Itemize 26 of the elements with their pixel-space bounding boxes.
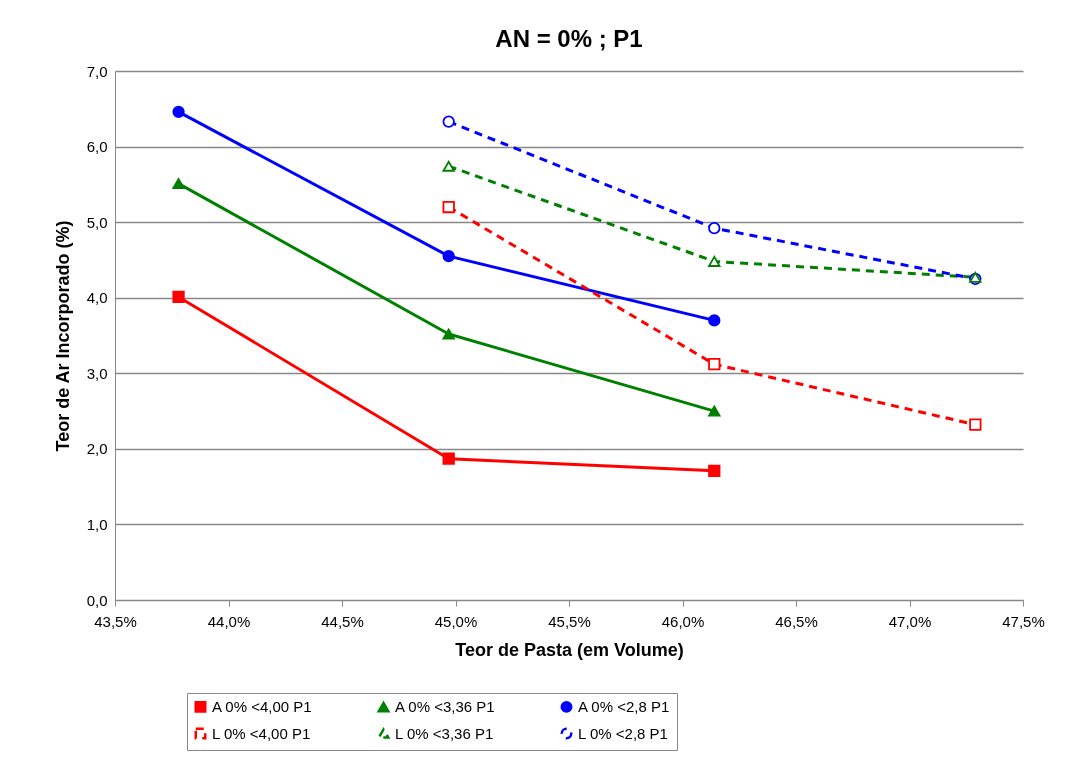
x-tick-label: 44,0% xyxy=(207,612,251,630)
x-tick-label: 43,5% xyxy=(94,612,137,630)
legend-label: L 0% <3,36 P1 xyxy=(395,724,494,742)
legend-label: A 0% <3,36 P1 xyxy=(395,698,495,716)
legend-label: A 0% <2,8 P1 xyxy=(578,697,670,715)
x-tick-label: 44,5% xyxy=(321,612,364,630)
y-tick-label: 6,0 xyxy=(86,138,108,156)
y-tick-label: 5,0 xyxy=(86,213,108,231)
x-axis-title: Teor de Pasta (em Volume) xyxy=(455,639,684,660)
x-tick-label: 47,0% xyxy=(888,612,932,630)
y-tick-label: 1,0 xyxy=(86,515,108,533)
y-tick-label: 7,0 xyxy=(86,62,108,80)
y-tick-label: 2,0 xyxy=(86,440,108,458)
legend-label: A 0% <4,00 P1 xyxy=(212,697,312,715)
y-tick-label: 4,0 xyxy=(86,289,108,307)
x-tick-label: 45,5% xyxy=(548,612,591,630)
y-axis-title: Teor de Ar Incorporado (%) xyxy=(52,220,73,452)
x-tick-label: 46,0% xyxy=(661,612,705,630)
chart-title: AN = 0% ; P1 xyxy=(495,25,643,52)
x-tick-label: 47,5% xyxy=(1002,612,1045,630)
y-tick-label: 0,0 xyxy=(86,591,108,609)
legend-label: L 0% <2,8 P1 xyxy=(578,724,668,742)
legend-label: L 0% <4,00 P1 xyxy=(212,724,311,742)
y-tick-label: 3,0 xyxy=(86,364,108,382)
x-tick-label: 45,0% xyxy=(434,612,478,630)
x-tick-label: 46,5% xyxy=(775,612,818,630)
